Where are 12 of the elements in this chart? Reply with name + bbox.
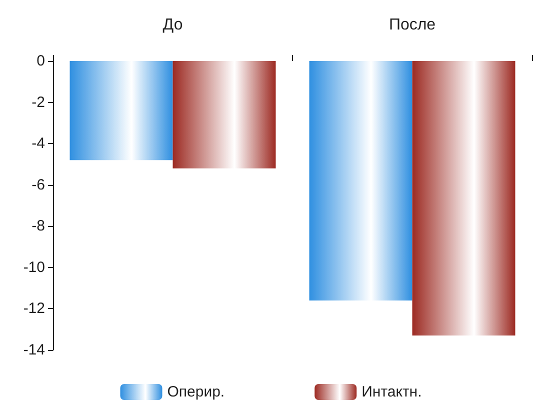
y-tick-label: 0 bbox=[36, 52, 45, 70]
y-tick-label: -10 bbox=[23, 258, 45, 276]
legend-label: Интактн. bbox=[362, 384, 422, 400]
legend-label: Оперир. bbox=[167, 384, 225, 400]
y-tick-label: -12 bbox=[23, 300, 45, 318]
x-tick-label: До bbox=[162, 16, 183, 34]
y-tick-label: -6 bbox=[32, 176, 45, 194]
y-tick-label: -2 bbox=[32, 94, 45, 111]
y-tick-label: -4 bbox=[32, 135, 45, 152]
x-tick-label: После bbox=[388, 16, 436, 34]
y-tick-label: -8 bbox=[32, 218, 45, 235]
y-tick-label: -14 bbox=[23, 342, 45, 358]
